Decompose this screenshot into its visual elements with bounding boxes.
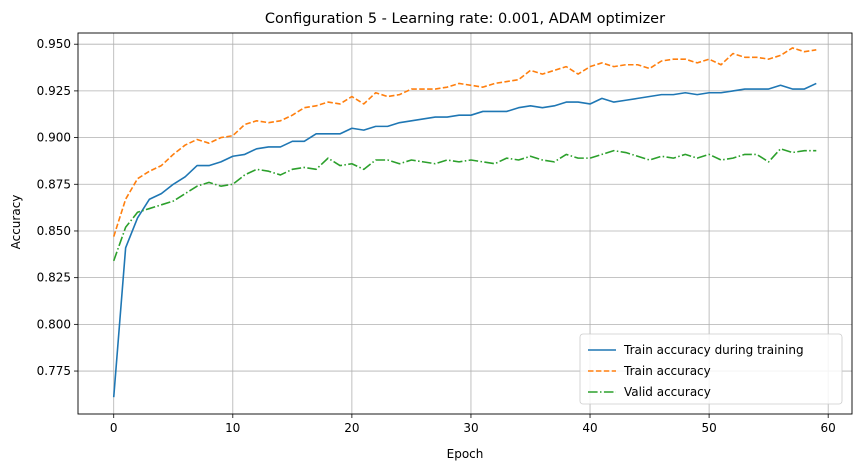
series-group [112,47,817,398]
y-tick-label: 0.925 [37,84,71,98]
series-line-3 [112,147,817,262]
y-tick-label: 0.800 [37,317,71,331]
x-axis-label: Epoch [447,447,484,461]
y-tick-label: 0.825 [37,271,71,285]
series-line-1 [112,82,817,398]
x-tick-label: 0 [110,421,118,435]
x-tick-label: 50 [701,421,716,435]
y-axis-label: Accuracy [9,195,23,250]
x-tick-label: 10 [225,421,240,435]
ticks: 0 10 20 30 40 50 60 0.775 0.800 0.825 0.850 0.875 0.… [37,37,836,435]
chart-title: Configuration 5 - Learning rate: 0.001, … [265,11,665,27]
x-tick-label: 40 [582,421,597,435]
legend-label-3: Valid accuracy [624,385,711,399]
y-tick-label: 0.950 [37,37,71,51]
x-tick-label: 30 [463,421,478,435]
y-tick-label: 0.875 [37,177,71,191]
y-tick-label: 0.850 [37,224,71,238]
legend-label-2: Train accuracy [623,364,711,378]
series-line-2 [112,47,817,237]
x-tick-label: 60 [821,421,836,435]
legend-label-1: Train accuracy during training [623,343,804,357]
y-tick-label: 0.900 [37,131,71,145]
plot-frame [77,32,853,415]
legend-box [579,333,843,405]
y-tick-label: 0.775 [37,364,71,378]
x-tick-label: 20 [344,421,359,435]
legend: Train accuracy during training Train accu… [579,333,843,405]
